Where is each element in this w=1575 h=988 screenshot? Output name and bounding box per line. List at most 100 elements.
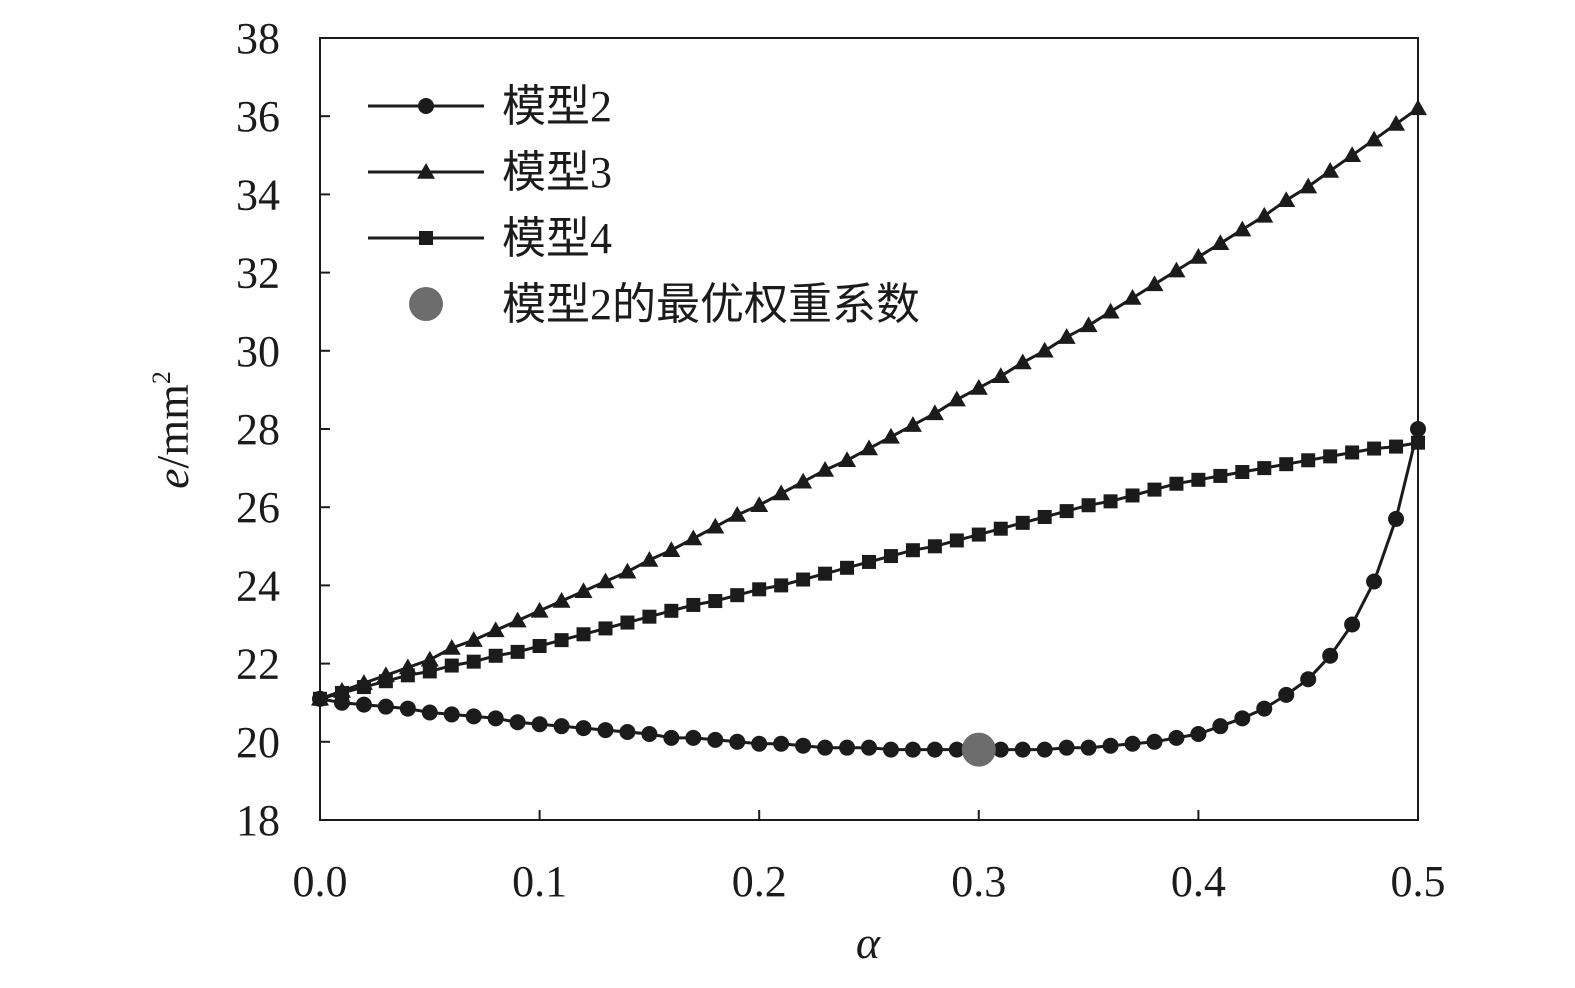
highlight-layer [961, 732, 996, 767]
data-point-square [620, 615, 635, 630]
data-point-circle [509, 714, 526, 731]
data-point-circle [1366, 573, 1383, 590]
series-layer [311, 99, 1427, 758]
legend-label: 模型2的最优权重系数 [502, 280, 920, 329]
data-point-square [400, 668, 415, 683]
data-point-square [971, 527, 986, 542]
data-point-triangle [442, 638, 461, 655]
data-point-triangle [881, 427, 900, 444]
data-point-circle [1102, 737, 1119, 754]
data-point-triangle [1145, 275, 1164, 292]
data-point-triangle [1343, 146, 1362, 163]
data-point-square [1389, 439, 1404, 454]
legend-entry-circle: 模型2 [368, 82, 612, 131]
data-point-circle [663, 729, 680, 746]
data-point-square [1323, 449, 1338, 464]
data-point-circle [553, 718, 570, 735]
data-point-circle [1410, 421, 1426, 437]
data-point-triangle [728, 506, 747, 522]
data-point-triangle [816, 461, 835, 477]
legend-marker [417, 163, 435, 179]
data-point-square [378, 674, 393, 689]
data-point-circle [817, 739, 834, 756]
data-point-square [598, 621, 613, 636]
data-point-circle [751, 735, 768, 752]
data-point-triangle [684, 529, 703, 546]
data-point-circle [992, 741, 1009, 758]
legend-label: 模型2 [502, 82, 612, 131]
data-point-triangle [1233, 220, 1252, 237]
legend-entry-big-circle: 模型2的最优权重系数 [409, 280, 920, 329]
data-point-square [1037, 509, 1052, 524]
x-axis-title: α [856, 917, 881, 968]
data-point-circle [1168, 729, 1185, 746]
data-point-triangle [1101, 302, 1120, 319]
y-axis-title-superscript: 2 [147, 371, 176, 384]
data-point-square [1301, 453, 1316, 468]
series-line-triangle [319, 107, 1419, 701]
y-axis-ticks: 18 20 22 24 26 28 30 32 34 36 38 [236, 14, 330, 845]
data-point-triangle [508, 611, 527, 628]
x-tick-label: 0.4 [1171, 857, 1226, 906]
data-point-triangle [706, 517, 725, 534]
data-point-triangle [552, 592, 571, 608]
data-point-circle [1344, 616, 1361, 633]
data-point-circle [443, 706, 460, 723]
y-tick-label: 18 [236, 796, 280, 845]
data-point-triangle [1189, 247, 1208, 264]
data-point-square [752, 582, 767, 597]
x-tick-label: 0.0 [293, 857, 348, 906]
data-point-square [927, 539, 942, 554]
data-point-square [1015, 515, 1030, 530]
data-point-circle [729, 733, 746, 750]
data-point-circle [1234, 710, 1251, 727]
data-point-circle [1124, 735, 1141, 752]
data-point-square [708, 594, 723, 609]
data-point-triangle [618, 562, 637, 579]
data-point-square [664, 603, 679, 618]
series-circle [312, 421, 1426, 758]
data-point-triangle [860, 439, 878, 456]
data-point-circle [1278, 686, 1295, 703]
data-point-triangle [947, 390, 966, 407]
data-point-square [1081, 498, 1096, 513]
data-point-triangle [1255, 206, 1274, 223]
data-point-square [334, 685, 349, 700]
legend-marker [409, 287, 443, 321]
data-point-square [796, 572, 811, 587]
data-point-triangle [1013, 353, 1032, 370]
data-point-circle [1212, 718, 1229, 735]
legend-marker [419, 231, 433, 245]
data-point-square [730, 588, 745, 603]
plot-frame [319, 37, 1419, 821]
data-point-circle [1322, 647, 1339, 664]
data-point-square [774, 578, 789, 593]
legend-entry-square: 模型4 [368, 214, 612, 263]
data-point-triangle [530, 601, 549, 618]
data-point-circle [839, 739, 856, 756]
data-point-triangle [1321, 161, 1340, 178]
data-point-square [1125, 488, 1140, 503]
data-point-triangle [1167, 261, 1186, 278]
data-point-circle [355, 696, 372, 713]
data-point-circle [377, 698, 394, 715]
data-point-circle [421, 704, 438, 721]
data-point-square [444, 658, 459, 673]
data-point-square [466, 654, 481, 669]
data-point-triangle [991, 367, 1010, 383]
legend: 模型2 模型3 模型4 模型2的最优权重系数 [368, 82, 920, 329]
data-point-circle [465, 708, 482, 725]
data-point-triangle [640, 550, 659, 567]
data-point-circle [882, 741, 899, 758]
data-point-triangle [1123, 289, 1142, 305]
data-point-triangle [1211, 234, 1230, 251]
data-point-triangle [794, 472, 813, 489]
x-tick-label: 0.3 [951, 857, 1006, 906]
data-point-square [1367, 441, 1382, 456]
data-point-triangle [486, 621, 505, 638]
y-tick-label: 22 [236, 640, 280, 689]
data-point-square [422, 664, 437, 679]
data-point-triangle [1035, 341, 1054, 358]
